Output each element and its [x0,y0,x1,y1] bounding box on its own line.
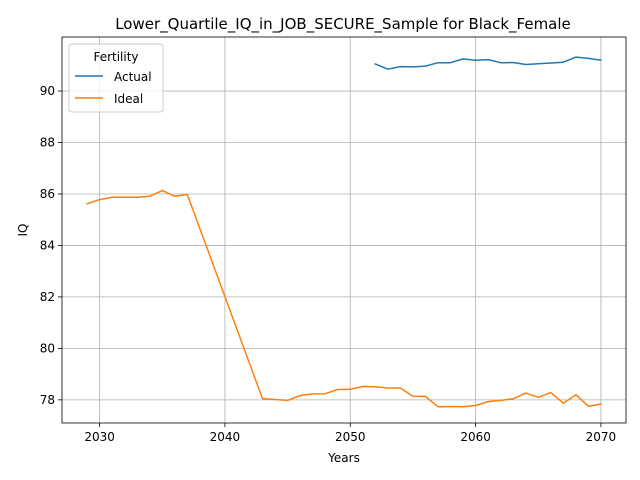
legend: Fertility Actual Ideal [68,43,164,113]
x-axis-label: Years [327,451,360,465]
series-line-actual [374,56,602,70]
x-axis: 2030 2040 2050 2060 2070 [84,423,616,444]
x-tick-label: 2070 [586,430,617,444]
legend-label-ideal: Ideal [114,92,143,106]
legend-title: Fertility [93,50,138,64]
plot-frame [61,36,627,424]
y-tick-label: 80 [40,341,55,355]
x-tick-label: 2060 [460,430,491,444]
grid-lines [62,37,626,423]
chart-title: Lower_Quartile_IQ_in_JOB_SECURE_Sample f… [115,15,571,34]
legend-label-actual: Actual [114,70,152,84]
y-axis-label: IQ [16,224,30,237]
y-tick-label: 88 [40,136,55,150]
y-tick-label: 86 [40,187,55,201]
x-tick-label: 2040 [210,430,241,444]
y-tick-label: 90 [40,84,55,98]
x-tick-label: 2030 [84,430,115,444]
y-tick-label: 82 [40,290,55,304]
series-lines [86,56,602,408]
legend-box [68,43,164,113]
x-tick-label: 2050 [335,430,366,444]
y-axis: 78 80 82 84 86 88 90 [40,84,62,407]
y-tick-label: 84 [40,238,55,252]
series-line-ideal [86,189,602,408]
y-tick-label: 78 [40,393,55,407]
